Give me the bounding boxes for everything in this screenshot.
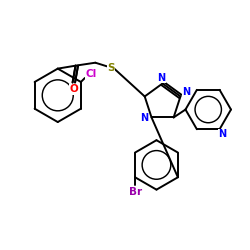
- Text: Cl: Cl: [85, 69, 96, 79]
- Text: S: S: [108, 63, 115, 73]
- Text: N: N: [140, 114, 149, 124]
- Text: O: O: [69, 84, 78, 94]
- Text: N: N: [182, 88, 190, 98]
- Text: Br: Br: [128, 187, 142, 197]
- Text: N: N: [218, 129, 227, 139]
- Text: N: N: [158, 72, 166, 83]
